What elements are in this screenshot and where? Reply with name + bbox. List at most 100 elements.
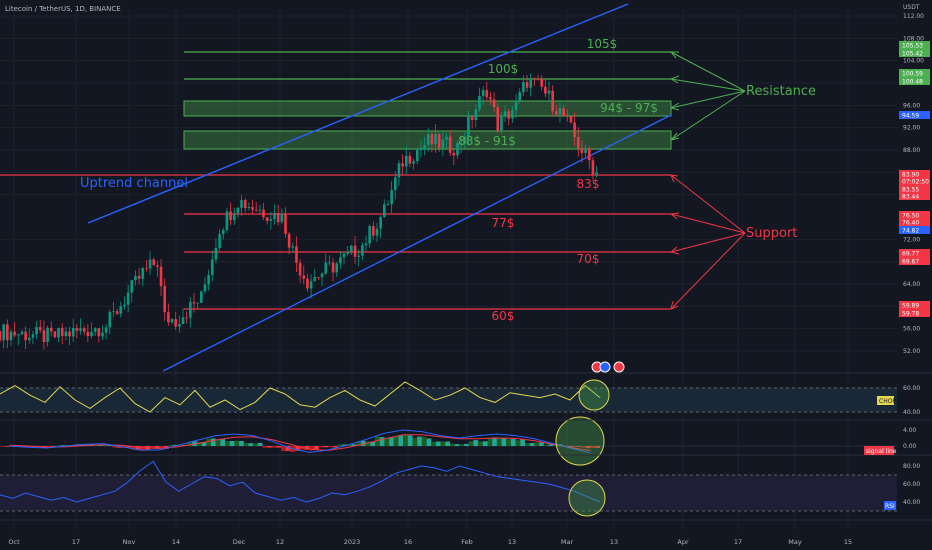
candle-body — [576, 137, 580, 149]
candle-body — [86, 331, 90, 337]
candle-body — [489, 97, 492, 100]
macd-histogram-bar — [534, 442, 540, 446]
candle-body — [346, 251, 349, 254]
candle-body — [159, 266, 163, 287]
channel-lower-line[interactable] — [162, 114, 672, 372]
macd-histogram-bar — [267, 446, 272, 448]
price-label-box — [899, 249, 930, 257]
candle-body — [467, 115, 470, 137]
candle-body — [57, 327, 60, 338]
chop-band — [0, 388, 897, 412]
macd-histogram-bar — [370, 441, 375, 446]
event-flag-icon[interactable] — [613, 361, 625, 373]
candle-body — [580, 148, 584, 154]
macd-histogram-bar — [309, 446, 315, 451]
candle-body — [481, 90, 485, 96]
candle-body — [533, 78, 536, 80]
price-tick-label: 108.00 — [903, 35, 924, 42]
resistance-zone-94-97 — [183, 100, 672, 117]
candle-body — [452, 152, 456, 156]
candle-body — [350, 245, 353, 252]
rsi-line — [0, 460, 601, 503]
price-label-text: 100.59 — [902, 71, 923, 78]
candle-body — [258, 209, 262, 211]
candle-body — [243, 200, 247, 209]
time-axis[interactable]: Oct 17 Nov 14 Dec 12 2023 16 Feb 13 Mar 13 Apr 17 May 1… — [8, 538, 852, 546]
macd-line — [9, 429, 591, 454]
candle-body — [9, 331, 13, 341]
macd-histogram-bar — [529, 443, 535, 446]
candle-body — [368, 226, 371, 244]
event-flag-icon[interactable] — [599, 361, 611, 373]
candle-body — [383, 204, 386, 218]
macd-histogram-bar — [595, 446, 600, 448]
macd-histogram-bar — [346, 444, 352, 446]
candle-body — [393, 177, 397, 191]
macd-histogram-bar — [496, 438, 502, 446]
candle-body — [551, 90, 554, 112]
candle-body — [404, 155, 408, 167]
channel-upper-line[interactable] — [87, 3, 629, 224]
candle-body — [335, 263, 339, 273]
candle-body — [265, 217, 269, 221]
macd-histogram-bar — [576, 446, 582, 447]
macd-histogram-bar — [464, 443, 469, 446]
macd-histogram-bar — [454, 444, 460, 446]
macd-histogram-bar — [431, 441, 436, 446]
macd-histogram-bar — [365, 441, 371, 446]
candle-body — [167, 312, 170, 323]
macd-histogram-bar — [379, 437, 385, 446]
candle-body — [75, 327, 79, 331]
macd-histogram-bar — [571, 446, 577, 448]
macd-histogram-bar — [506, 439, 511, 446]
candle-body — [17, 334, 20, 336]
macd-histogram-bar — [229, 441, 235, 446]
candle-body — [529, 78, 532, 88]
candle-body — [46, 327, 49, 342]
candle-body — [470, 115, 474, 121]
macd-histogram-bar — [60, 445, 66, 446]
macd-histogram-bar — [79, 444, 85, 446]
price-tick-label: 56.00 — [903, 326, 920, 333]
macd-histogram-bar — [107, 445, 113, 446]
macd-histogram-bar — [328, 446, 333, 448]
candle-body — [104, 327, 108, 333]
currency-label: USDT — [903, 4, 920, 11]
time-tick-label: 14 — [172, 538, 180, 546]
price-label-text: 105.53 — [902, 43, 923, 50]
chop-axis-tick: 40.00 — [903, 409, 920, 416]
label-100: 100$ — [488, 62, 519, 76]
price-tick-label: 88.00 — [903, 147, 920, 154]
chop-highlight-circle — [578, 379, 610, 411]
annotation-support: Support — [746, 226, 797, 241]
candle-body — [156, 265, 159, 267]
macd-histogram-bar — [210, 438, 216, 446]
time-tick-label: Apr — [677, 538, 689, 546]
candle-body — [254, 209, 258, 211]
candle-body — [196, 302, 199, 304]
macd-histogram-bar — [318, 446, 324, 448]
macd-histogram-bar — [403, 434, 408, 446]
candle-body — [361, 245, 364, 256]
candle-body — [390, 190, 393, 205]
candle-body — [507, 111, 511, 119]
macd-histogram-bar — [468, 441, 474, 446]
macd-histogram-bar — [548, 444, 554, 446]
macd-histogram-bar — [243, 443, 249, 446]
macd-histogram-bar — [473, 440, 479, 446]
macd-histogram-bar — [206, 438, 211, 446]
chop-line — [0, 381, 601, 413]
macd-histogram-bar — [304, 446, 310, 450]
candle-body — [441, 139, 445, 148]
candle-body — [236, 207, 240, 214]
candle-body — [566, 116, 569, 117]
macd-histogram-bar — [239, 441, 244, 446]
support-arrows — [670, 174, 746, 310]
candle-body — [492, 99, 496, 108]
time-tick-label: Mar — [561, 538, 574, 546]
macd-histogram-bar — [459, 444, 465, 446]
price-label-box — [899, 301, 930, 309]
event-markers[interactable] — [591, 361, 625, 373]
chop-value-label: CHOP — [879, 398, 896, 405]
